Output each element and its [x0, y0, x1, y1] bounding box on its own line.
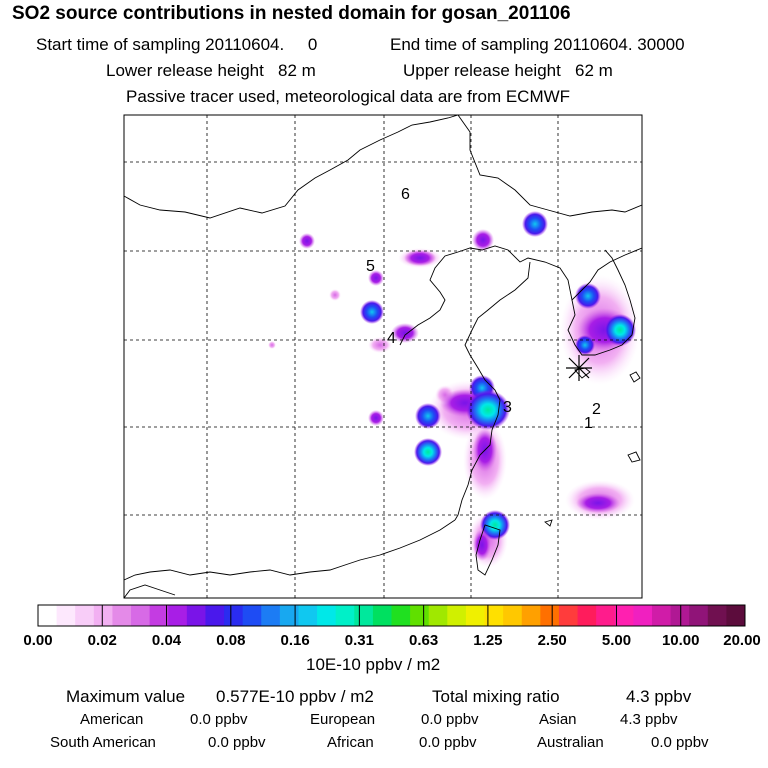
region-label-4: 4: [387, 330, 396, 347]
colorbar-segment: [596, 605, 616, 626]
colorbar-tick-label: 2.50: [537, 632, 567, 649]
colorbar-segment: [261, 605, 281, 626]
colorbar-segment: [633, 605, 653, 626]
colorbar-tick-label: 1.25: [473, 632, 503, 649]
colorbar-segment: [186, 605, 206, 626]
map-frame: [123, 114, 643, 599]
colorbar-segment: [558, 605, 579, 626]
colorbar-segment: [75, 605, 95, 626]
colorbar-segment: [614, 605, 634, 626]
region-label-3: 3: [503, 399, 512, 416]
colorbar-segment: [168, 605, 188, 626]
european-label: European: [310, 711, 376, 728]
colorbar: [37, 604, 746, 627]
colorbar-tick-label: 0.00: [23, 632, 53, 649]
american-value: 0.0 ppbv: [190, 711, 248, 728]
total-mixing-value: 4.3 ppbv: [626, 687, 692, 706]
colorbar-segment: [298, 605, 318, 626]
coastlines: [124, 115, 642, 598]
max-value: 0.577E-10 ppbv / m2: [216, 687, 374, 706]
upper-release-height: Upper release height 62 m: [403, 61, 613, 80]
colorbar-segment: [279, 605, 299, 626]
colorbar-tick-label: 0.04: [151, 632, 182, 649]
colorbar-segment: [503, 605, 523, 626]
colorbar-segment: [38, 605, 58, 626]
colorbar-segment: [707, 605, 727, 626]
african-label: African: [327, 734, 374, 751]
colorbar-segment: [354, 605, 374, 626]
end-time: End time of sampling 20110604. 30000: [390, 35, 685, 54]
colorbar-segment: [689, 605, 709, 626]
concentration-plume: [268, 211, 640, 568]
colorbar-segment: [224, 605, 244, 626]
colorbar-segment: [521, 605, 541, 626]
max-value-label: Maximum value: [66, 687, 186, 706]
colorbar-segment: [131, 605, 151, 626]
colorbar-segment: [149, 605, 169, 626]
asian-label: Asian: [539, 711, 577, 728]
lower-release-height: Lower release height 82 m: [106, 61, 316, 80]
australian-label: Australian: [537, 734, 604, 751]
colorbar-segment: [56, 605, 76, 626]
colorbar-tick-label: 0.02: [87, 632, 117, 649]
colorbar-segment: [242, 605, 262, 626]
colorbar-tick-label: 0.31: [344, 632, 374, 649]
colorbar-segment: [410, 605, 430, 626]
tracer-note: Passive tracer used, meteorological data…: [126, 87, 571, 106]
australian-value: 0.0 ppbv: [651, 734, 709, 751]
colorbar-tick-label: 5.00: [601, 632, 632, 649]
american-label: American: [80, 711, 144, 728]
colorbar-segment: [726, 605, 746, 626]
graticule: [124, 115, 642, 598]
colorbar-segment: [391, 605, 411, 626]
colorbar-segment: [670, 605, 690, 626]
colorbar-segment: [205, 605, 225, 626]
european-value: 0.0 ppbv: [421, 711, 479, 728]
colorbar-segment: [317, 605, 337, 626]
colorbar-tick-label: 0.63: [409, 632, 439, 649]
african-value: 0.0 ppbv: [419, 734, 477, 751]
colorbar-segment: [447, 605, 467, 626]
colorbar-segment: [577, 605, 597, 626]
colorbar-tick-label: 0.08: [216, 632, 246, 649]
colorbar-segment: [484, 605, 504, 626]
asian-value: 4.3 ppbv: [620, 711, 678, 728]
colorbar-tick-label: 20.00: [723, 632, 761, 649]
colorbar-segment: [93, 605, 113, 626]
region-label-6: 6: [401, 186, 410, 203]
start-time: Start time of sampling 20110604. 0: [36, 35, 318, 54]
colorbar-segment: [540, 605, 560, 626]
colorbar-segment: [372, 605, 392, 626]
region-label-1: 1: [584, 415, 593, 432]
colorbar-segment: [335, 605, 355, 626]
receptor-asterisk-icon: [566, 355, 592, 381]
region-label-5: 5: [366, 258, 375, 275]
region-label-2: 2: [592, 401, 601, 418]
total-mixing-label: Total mixing ratio: [432, 687, 560, 706]
colorbar-segment: [651, 605, 672, 626]
colorbar-units: 10E-10 ppbv / m2: [306, 655, 441, 674]
plot-title: SO2 source contributions in nested domai…: [12, 3, 571, 24]
south-american-label: South American: [50, 734, 156, 751]
colorbar-segment: [465, 605, 486, 626]
south-american-value: 0.0 ppbv: [208, 734, 266, 751]
colorbar-tick-label: 10.00: [661, 632, 700, 649]
colorbar-tick-label: 0.16: [280, 632, 310, 649]
colorbar-segment: [428, 605, 448, 626]
colorbar-segment: [112, 605, 132, 626]
